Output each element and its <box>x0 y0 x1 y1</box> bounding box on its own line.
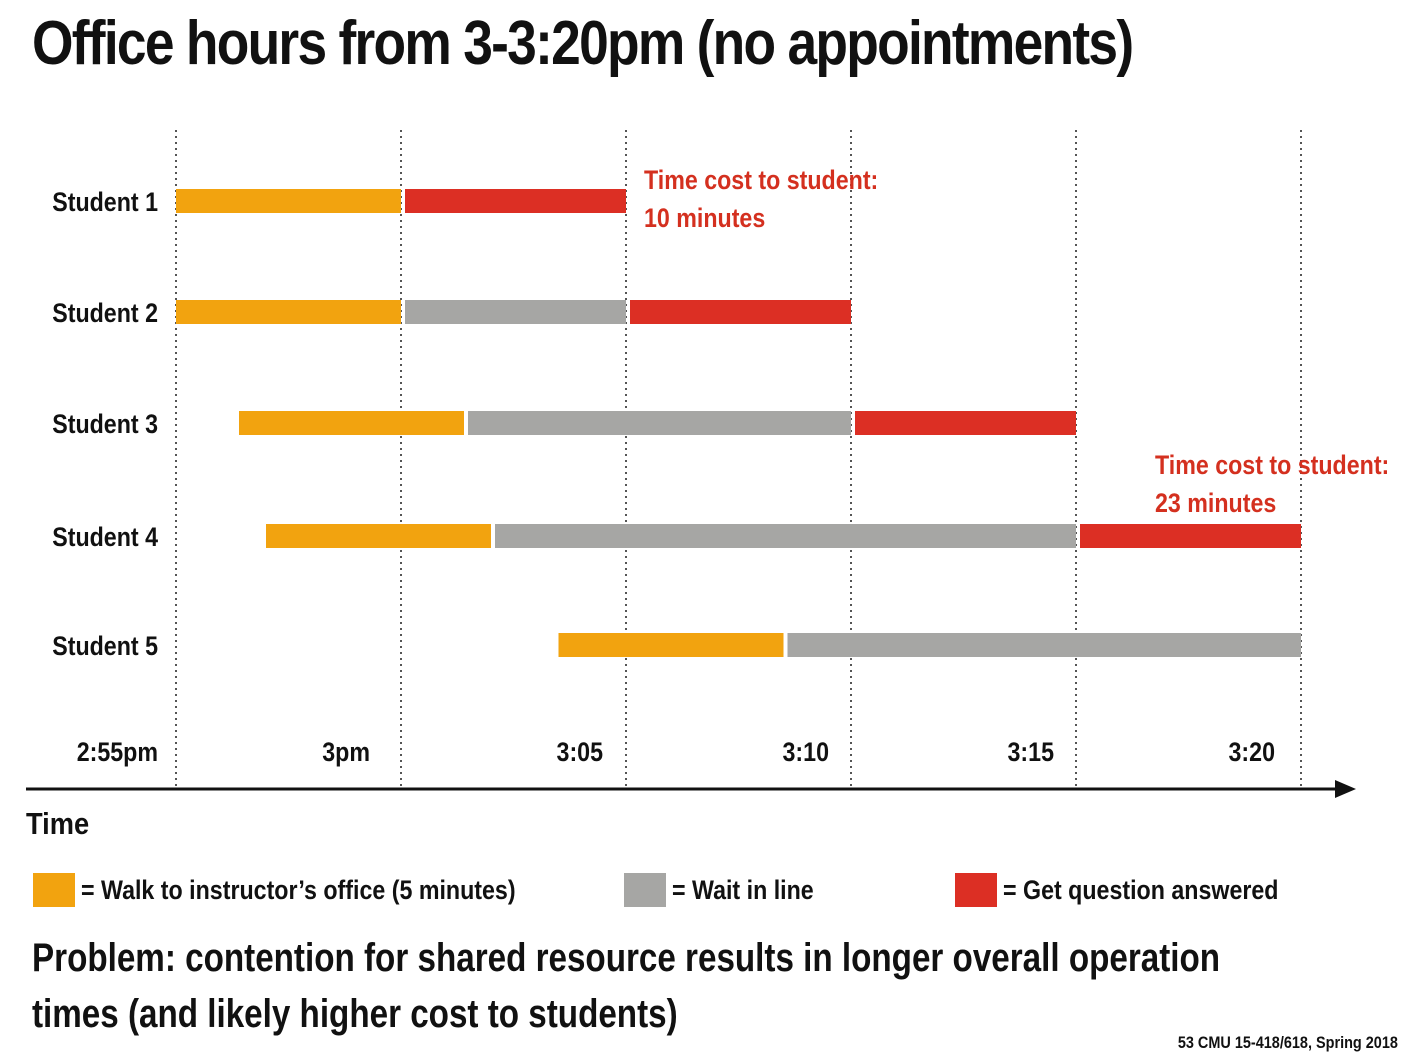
cost-annotation: 10 minutes <box>644 203 765 233</box>
problem-line-1: Problem: contention for shared resource … <box>32 936 1221 980</box>
slide-footer: 53 CMU 15-418/618, Spring 2018 <box>1177 1033 1398 1052</box>
legend-walk-label: = Walk to instructor’s office (5 minutes… <box>81 874 516 905</box>
row-label: Student 1 <box>52 187 158 217</box>
timeline-chart: Student 1 Student 2 Student 3 Student 4 Stud… <box>26 130 1389 841</box>
row-label: Student 3 <box>52 409 158 439</box>
time-axis-label: Time <box>26 807 89 841</box>
slide-title: Office hours from 3-3:20pm (no appointme… <box>32 9 1134 78</box>
bar-wait <box>405 300 626 324</box>
row-label: Student 4 <box>52 522 158 552</box>
bar-wait <box>787 633 1301 657</box>
problem-statement: Problem: contention for shared resource … <box>32 930 1220 1042</box>
bar-answer <box>855 411 1076 435</box>
legend-wait-label: = Wait in line <box>672 874 814 905</box>
legend-wait: = Wait in line <box>624 872 837 908</box>
legend-walk: = Walk to instructor’s office (5 minutes… <box>33 872 586 908</box>
bar-answer <box>405 189 626 213</box>
legend-answer-swatch <box>955 873 997 907</box>
legend-answer-label: = Get question answered <box>1003 874 1279 905</box>
legend-wait-swatch <box>624 873 666 907</box>
legend-walk-swatch <box>33 873 75 907</box>
bar-answer <box>1080 524 1301 548</box>
cost-annotation: 23 minutes <box>1155 488 1276 518</box>
bar-wait <box>495 524 1076 548</box>
tick-label: 3:15 <box>1008 737 1054 767</box>
bar-walk <box>558 633 784 657</box>
bar-walk <box>266 524 491 548</box>
tick-label: 3:05 <box>557 737 603 767</box>
bar-walk <box>176 189 401 213</box>
tick-label: 3:10 <box>783 737 829 767</box>
tick-label: 2:55pm <box>77 737 158 767</box>
time-axis-arrowhead <box>1335 780 1356 798</box>
cost-annotation: Time cost to student: <box>1155 450 1389 480</box>
bar-walk <box>239 411 464 435</box>
tick-label: 3pm <box>322 737 370 767</box>
bar-wait <box>468 411 851 435</box>
row-label: Student 2 <box>52 298 158 328</box>
cost-annotation: Time cost to student: <box>644 165 878 195</box>
row-label: Student 5 <box>52 631 158 661</box>
problem-line-2: times (and likely higher cost to student… <box>32 992 678 1036</box>
bar-answer <box>630 300 851 324</box>
tick-label: 3:20 <box>1229 737 1275 767</box>
bar-walk <box>176 300 401 324</box>
legend-answer: = Get question answered <box>955 872 1323 908</box>
